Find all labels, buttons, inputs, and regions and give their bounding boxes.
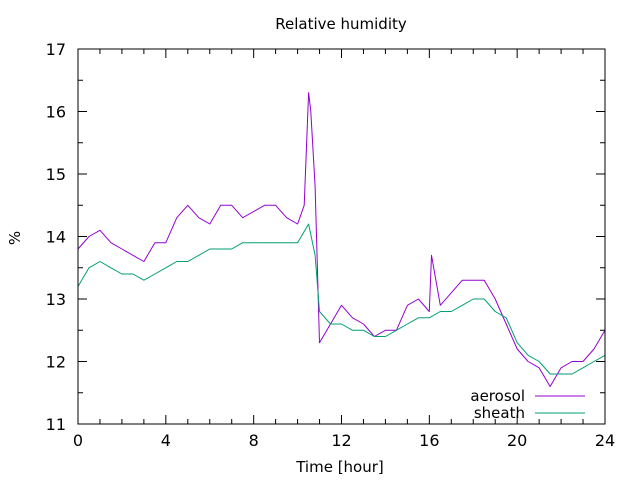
chart-title: Relative humidity: [275, 15, 407, 33]
plot-series: [77, 92, 606, 387]
plot-frame: [77, 48, 606, 425]
x-tick-label: 20: [507, 431, 527, 450]
y-tick-label: 15: [46, 165, 66, 184]
x-tick-label: 24: [595, 431, 615, 450]
y-tick-label: 11: [46, 415, 66, 434]
y-axis-label: %: [6, 231, 24, 245]
x-tick-label: 0: [73, 431, 83, 450]
x-tick-label: 16: [419, 431, 439, 450]
legend-label-aerosol: aerosol: [470, 387, 525, 405]
y-tick-label: 13: [46, 290, 66, 309]
series-line-sheath: [77, 223, 606, 375]
y-tick-label: 16: [46, 103, 66, 122]
x-tick-label: 12: [331, 431, 351, 450]
x-axis-label: Time [hour]: [295, 458, 384, 476]
y-tick-label: 17: [46, 40, 66, 59]
y-tick-label: 14: [46, 228, 66, 247]
x-tick-label: 4: [161, 431, 171, 450]
legend-label-sheath: sheath: [474, 404, 525, 422]
series-line-aerosol: [77, 92, 606, 387]
axis-ticks: 0 4 8 12 16 20 24 11 12 13 14 15 16 17: [46, 40, 616, 450]
x-tick-label: 8: [249, 431, 259, 450]
y-tick-label: 12: [46, 353, 66, 372]
